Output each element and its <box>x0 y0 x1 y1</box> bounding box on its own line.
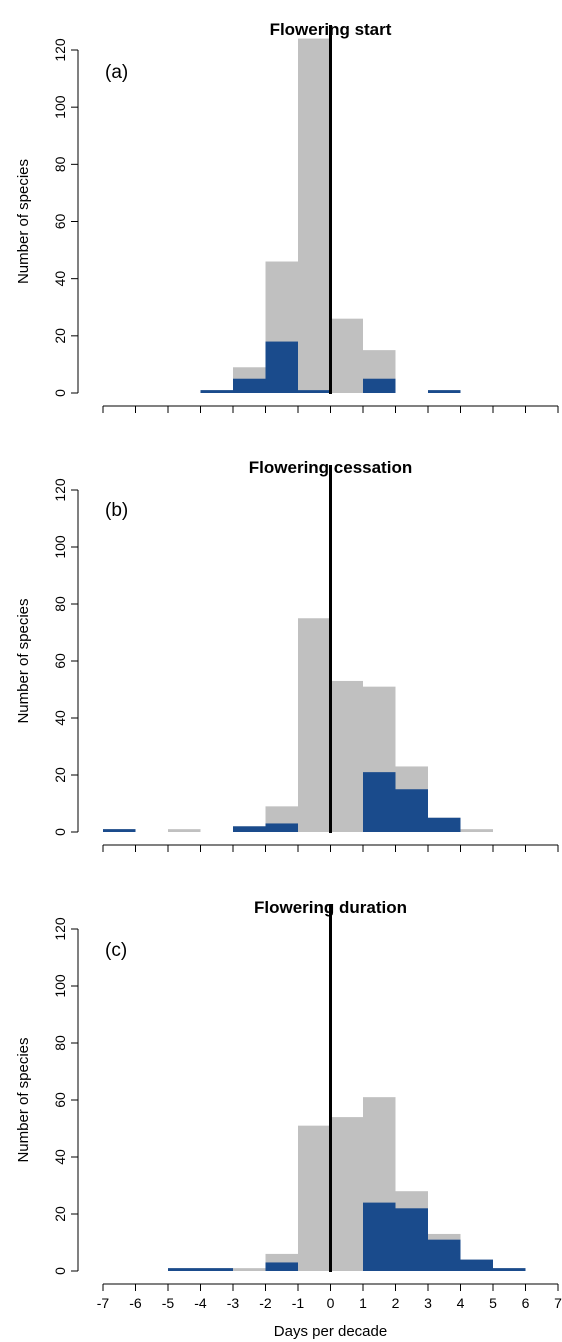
y-tick-label: 0 <box>52 1267 68 1275</box>
x-tick-label: 4 <box>457 1295 465 1311</box>
y-tick-label: 60 <box>52 653 68 669</box>
bar-all-bin--1 <box>298 1125 331 1271</box>
y-tick-label: 120 <box>52 38 68 62</box>
y-tick-label: 0 <box>52 828 68 836</box>
x-tick-label: 7 <box>554 1295 562 1311</box>
bar-significant-bin-1 <box>363 1202 396 1271</box>
bar-all-bin-4 <box>460 829 493 832</box>
y-tick-label: 80 <box>52 596 68 612</box>
x-tick-label: 5 <box>489 1295 497 1311</box>
x-tick-label: 6 <box>522 1295 530 1311</box>
panel-letter-label: (b) <box>105 500 128 521</box>
y-tick-label: 100 <box>52 974 68 998</box>
bar-significant-bin--1 <box>298 390 331 393</box>
bar-significant-bin-4 <box>460 1259 493 1271</box>
panel-letter-label: (a) <box>105 62 128 83</box>
y-tick-label: 80 <box>52 1035 68 1051</box>
x-tick-label: -1 <box>292 1295 305 1311</box>
bar-significant-bin--3 <box>233 378 266 393</box>
y-tick-label: 120 <box>52 917 68 941</box>
x-tick-label: -7 <box>97 1295 110 1311</box>
x-tick-label: -6 <box>129 1295 142 1311</box>
y-tick-label: 40 <box>52 271 68 287</box>
bar-all-bin--5 <box>168 829 201 832</box>
bar-all-bin--1 <box>298 618 331 832</box>
bar-significant-bin-2 <box>395 1208 428 1271</box>
bar-significant-bin-5 <box>493 1268 526 1271</box>
y-tick-label: 0 <box>52 389 68 397</box>
bar-significant-bin--2 <box>265 341 298 393</box>
histogram-panel-a: Flowering start(a)020406080100120Number … <box>15 20 559 413</box>
bar-significant-bin--5 <box>168 1268 201 1271</box>
y-tick-label: 60 <box>52 1092 68 1108</box>
bar-significant-bin--2 <box>265 823 298 832</box>
bar-all-bin--1 <box>298 38 331 393</box>
bar-significant-bin-3 <box>428 390 461 393</box>
y-tick-label: 20 <box>52 328 68 344</box>
y-tick-label: 20 <box>52 767 68 783</box>
y-axis-label: Number of species <box>15 159 32 284</box>
x-tick-label: 1 <box>359 1295 367 1311</box>
x-tick-label: -4 <box>194 1295 207 1311</box>
y-tick-label: 20 <box>52 1206 68 1222</box>
bar-significant-bin-3 <box>428 1239 461 1271</box>
histogram-panel-b: Flowering cessation(b)020406080100120Num… <box>15 458 559 852</box>
y-tick-label: 100 <box>52 535 68 559</box>
x-tick-label: 0 <box>327 1295 335 1311</box>
bar-significant-bin-1 <box>363 378 396 393</box>
y-tick-label: 60 <box>52 214 68 230</box>
y-tick-label: 120 <box>52 478 68 502</box>
y-tick-label: 100 <box>52 95 68 119</box>
bar-significant-bin--3 <box>233 826 266 832</box>
x-axis-label: Days per decade <box>274 1323 387 1340</box>
x-tick-label: 2 <box>392 1295 400 1311</box>
bar-significant-bin-3 <box>428 817 461 832</box>
panel-letter-label: (c) <box>105 940 127 961</box>
x-tick-label: 3 <box>424 1295 432 1311</box>
y-tick-label: 40 <box>52 1149 68 1165</box>
bar-significant-bin-1 <box>363 772 396 832</box>
y-axis-label: Number of species <box>15 598 32 723</box>
bar-all-bin-0 <box>330 318 363 393</box>
x-tick-label: -3 <box>227 1295 240 1311</box>
x-tick-label: -5 <box>162 1295 175 1311</box>
bar-significant-bin--7 <box>103 829 136 832</box>
histogram-panel-c: Flowering duration(c)020406080100120Numb… <box>15 898 562 1340</box>
bar-significant-bin--2 <box>265 1262 298 1271</box>
bar-all-bin-0 <box>330 680 363 832</box>
bar-all-bin--3 <box>233 1268 266 1271</box>
y-tick-label: 80 <box>52 156 68 172</box>
x-tick-label: -2 <box>259 1295 272 1311</box>
bar-significant-bin-2 <box>395 789 428 832</box>
bar-significant-bin--4 <box>200 390 233 393</box>
bar-all-bin-0 <box>330 1117 363 1271</box>
bar-significant-bin--4 <box>200 1268 233 1271</box>
y-tick-label: 40 <box>52 710 68 726</box>
y-axis-label: Number of species <box>15 1037 32 1162</box>
